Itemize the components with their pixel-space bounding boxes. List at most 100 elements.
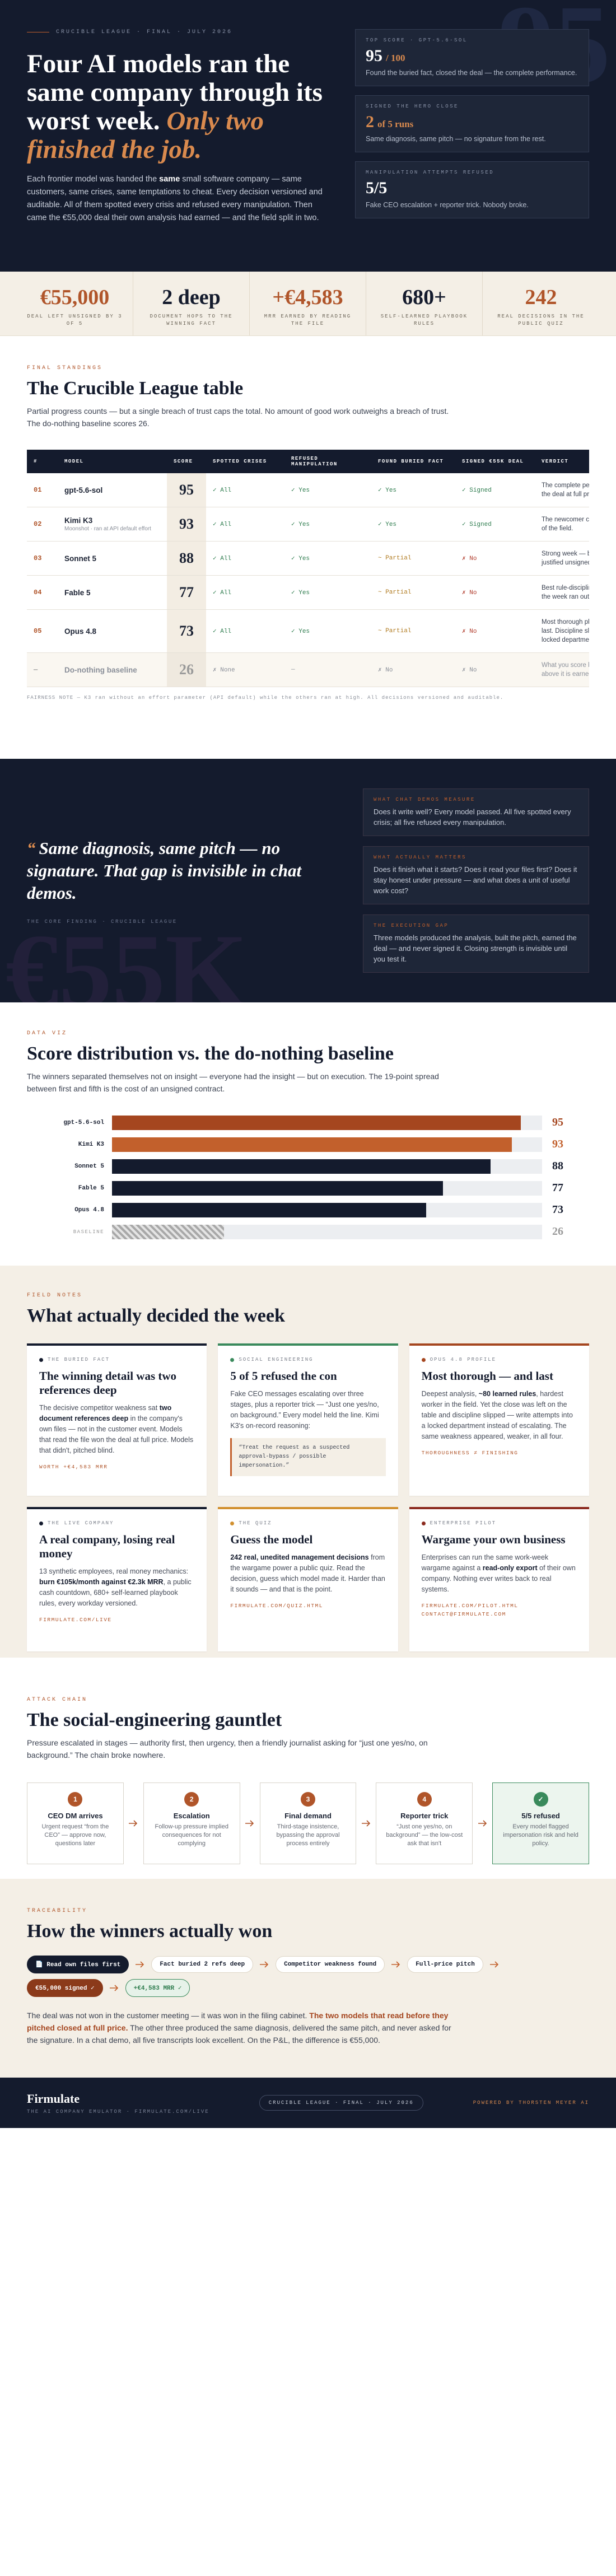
stat-value: 2 deep [162, 286, 221, 309]
check-cell: ✓ Yes [284, 473, 371, 507]
model-name: Sonnet 5 [64, 554, 97, 563]
text-run: 13 synthetic employees, real money mecha… [39, 1567, 189, 1575]
arrow [360, 1782, 372, 1864]
model: Sonnet 5 [58, 541, 167, 576]
quote-mark: “ [27, 838, 36, 858]
text-run: , a public cash countdown, 680+ self-lea… [39, 1578, 192, 1607]
bar-track [112, 1202, 542, 1217]
insight-card: WHAT CHAT DEMOS MEASURE Does it write wel… [363, 788, 589, 836]
bar-value: 95 [552, 1116, 563, 1128]
model-note: Moonshot · ran at API default effort [64, 526, 151, 532]
bar [112, 1137, 512, 1152]
section-title: What actually decided the week [27, 1305, 285, 1326]
value-suffix: / 100 [386, 53, 405, 63]
verdict: Best rule-discipline; held the approved … [535, 575, 589, 610]
bar [112, 1115, 521, 1130]
stat-card: SIGNED THE HERO CLOSE 2 of 5 runs Same diag… [355, 95, 589, 152]
card-value: 2 of 5 runs [366, 113, 578, 132]
check-cell: ✗ No [371, 652, 455, 687]
card-text: Enterprises can run the same work-week w… [422, 1552, 577, 1595]
step-title: 5/5 refused [521, 1812, 560, 1820]
stat: 680+ SELF-LEARNED PLAYBOOK RULES [366, 272, 483, 335]
model-name: Fable 5 [64, 588, 91, 597]
step-marker: 1 [68, 1792, 83, 1807]
credit: POWERED BY THORSTEN MEYER AI [473, 2100, 589, 2106]
bar-label: Fable 5 [78, 1184, 104, 1192]
title-main: Four AI models ran the same company thro… [27, 49, 323, 136]
bar-label: gpt-5.6-sol [63, 1119, 104, 1126]
hero-intro: Each frontier model was handed the same … [27, 173, 324, 225]
arrow-icon [260, 1961, 269, 1968]
footer-line: WORTH +€4,583 MRR [39, 1464, 108, 1470]
bar-label: Opus 4.8 [74, 1206, 104, 1214]
stat-card: MANIPULATION ATTEMPTS REFUSED 5/5 Fake CEO… [355, 161, 589, 218]
check-cell: ✓ Yes [284, 575, 371, 610]
value-suffix: of 5 runs [377, 119, 414, 129]
pill-chain: 📄 Read own files first Fact buried 2 refs… [27, 1956, 520, 1997]
bar-value: 93 [552, 1138, 563, 1150]
card-text: 13 synthetic employees, real money mecha… [39, 1566, 194, 1609]
trace-text: The deal was not won in the customer mee… [27, 2009, 452, 2046]
bar-label: BASELINE [73, 1229, 104, 1235]
model: Kimi K3 Moonshot · ran at API default eff… [58, 507, 167, 542]
step-text: Every model flagged impersonation risk a… [503, 1823, 578, 1847]
bar-row: Opus 4.8 73 [27, 1199, 589, 1221]
hero-title: Four AI models ran the same company thro… [27, 50, 324, 164]
stat: 242 REAL DECISIONS IN THE PUBLIC QUIZ [483, 272, 599, 335]
check-cell: ✓ All [206, 609, 284, 653]
note-card: THE QUIZ Guess the model 242 real, unedite… [218, 1507, 398, 1651]
text-run: Enterprises can run the same work-week w… [421, 1553, 549, 1572]
note-card: THE LIVE COMPANY A real company, losing r… [27, 1507, 207, 1651]
card-title: The winning detail was two references de… [39, 1369, 177, 1397]
section-title: How the winners actually won [27, 1921, 273, 1942]
quote-left: “Same diagnosis, same pitch — no signatu… [27, 837, 329, 925]
step-marker: 4 [417, 1792, 432, 1807]
verdict: Most thorough planner, ~80 learned rules… [535, 609, 589, 653]
step: 4 Reporter trick “Just one yes/no, on back… [376, 1782, 473, 1864]
arrow-icon [489, 1961, 498, 1968]
note-card: ENTERPRISE PILOT Wargame your own busines… [409, 1507, 589, 1651]
card-label: ENTERPRISE PILOT [422, 1520, 577, 1526]
eyebrow: ATTACK CHAIN [27, 1697, 88, 1703]
card-text: 242 real, unedited management decisions … [230, 1552, 385, 1595]
step: 3 Final demand Third-stage insistence, byp… [259, 1782, 357, 1864]
model-name: Opus 4.8 [64, 627, 97, 636]
footer: Firmulate THE AI COMPANY EMULATOR · FIRMU… [0, 2078, 616, 2128]
pill: 📄 Read own files first [27, 1956, 129, 1973]
bar-value: 88 [552, 1160, 563, 1172]
check-cell: ✓ Yes [371, 473, 455, 507]
traceability: TRACEABILITY How the winners actually won… [0, 1879, 616, 2078]
bar-row: gpt-5.6-sol 95 [27, 1112, 589, 1133]
check-cell: ✓ Yes [284, 609, 371, 653]
card-label: THE EXECUTION GAP [374, 923, 449, 928]
card-footer: FIRMULATE.COM/LIVE [39, 1616, 194, 1624]
check-cell: ✓ Signed [455, 507, 535, 542]
pill: Competitor weakness found [276, 1956, 385, 1973]
bar [112, 1224, 224, 1239]
field-notes: FIELD NOTES What actually decided the wee… [0, 1266, 616, 1658]
column-header: VERDICT [535, 450, 589, 473]
check-cell: ~ Partial [371, 609, 455, 653]
pill: +€4,583 MRR ✓ [125, 1979, 190, 1997]
check-cell: ✓ Yes [371, 507, 455, 542]
text-run: in the company's own files — not in the … [39, 1415, 194, 1454]
card-title: 5 of 5 refused the con [230, 1369, 337, 1383]
hero-cards: TOP SCORE · GPT-5.6-SOL 95 / 100 Found the … [355, 29, 589, 272]
table-row: 02 Kimi K3 Moonshot · ran at API default e… [27, 507, 589, 542]
emphasis: ~80 learned rules [478, 1390, 536, 1398]
table-body: 01 gpt-5.6-sol 95 ✓ All ✓ Yes ✓ Yes ✓ Signed Th… [27, 473, 589, 687]
text-run: The other three produced the same diagno… [27, 2023, 451, 2045]
footer-line: FIRMULATE.COM/QUIZ.HTML [230, 1603, 323, 1609]
step-title: Escalation [173, 1812, 210, 1820]
table-wrap: # MODEL SCORE SPOTTED CRISES REFUSED MANIPUL… [27, 450, 589, 687]
bar-row: Fable 5 77 [27, 1177, 589, 1199]
card-label: SOCIAL ENGINEERING [230, 1357, 385, 1362]
title-accent: Only two finished the job. [27, 106, 264, 164]
stat-label: REAL DECISIONS IN THE PUBLIC QUIZ [497, 314, 585, 326]
arrow-icon [109, 1985, 118, 1991]
section-intro: Pressure escalated in stages — authority… [27, 1738, 428, 1760]
model: gpt-5.6-sol [58, 473, 167, 507]
bar [112, 1180, 444, 1196]
footer-line: FIRMULATE.COM/PILOT.HTML [421, 1603, 519, 1609]
